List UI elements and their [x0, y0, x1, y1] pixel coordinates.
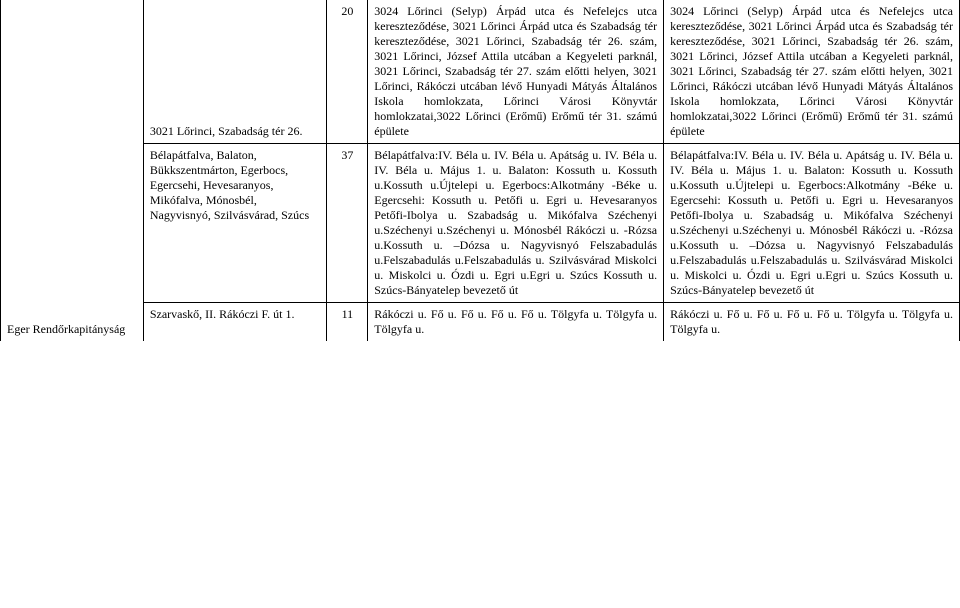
cell-text: Rákóczi u. Fő u. Fő u. Fő u. Fő u. Tölgy…: [374, 307, 657, 336]
cell-text: 20: [341, 4, 353, 18]
cell-desc-b: 3024 Lőrinci (Selyp) Árpád utca és Nefel…: [664, 0, 960, 144]
cell-text: 11: [342, 307, 354, 321]
cell-desc-a: Bélapátfalva:IV. Béla u. IV. Béla u. Apá…: [368, 144, 664, 303]
cell-number: 37: [327, 144, 368, 303]
cell-rowhead: Eger Rendőrkapitányság: [1, 0, 144, 341]
cell-text: Szarvaskő, II. Rákóczi F. út 1.: [150, 307, 295, 321]
cell-location: 3021 Lőrinci, Szabadság tér 26.: [143, 0, 327, 144]
table-row: Eger Rendőrkapitányság 3021 Lőrinci, Sza…: [1, 0, 960, 144]
cell-number: 11: [327, 303, 368, 342]
rowhead-text: Eger Rendőrkapitányság: [7, 322, 125, 336]
table-row: Szarvaskő, II. Rákóczi F. út 1. 11 Rákóc…: [1, 303, 960, 342]
cell-desc-b: Rákóczi u. Fő u. Fő u. Fő u. Fő u. Tölgy…: [664, 303, 960, 342]
cell-number: 20: [327, 0, 368, 144]
cell-desc-a: 3024 Lőrinci (Selyp) Árpád utca és Nefel…: [368, 0, 664, 144]
table-row: Bélapátfalva, Balaton, Bükkszentmárton, …: [1, 144, 960, 303]
cell-text: 3024 Lőrinci (Selyp) Árpád utca és Nefel…: [670, 4, 953, 138]
cell-location: Szarvaskő, II. Rákóczi F. út 1.: [143, 303, 327, 342]
data-table: Eger Rendőrkapitányság 3021 Lőrinci, Sza…: [0, 0, 960, 341]
cell-text: 37: [341, 148, 353, 162]
cell-text: Bélapátfalva:IV. Béla u. IV. Béla u. Apá…: [670, 148, 953, 297]
cell-desc-b: Bélapátfalva:IV. Béla u. IV. Béla u. Apá…: [664, 144, 960, 303]
cell-text: Rákóczi u. Fő u. Fő u. Fő u. Fő u. Tölgy…: [670, 307, 953, 336]
cell-text: Bélapátfalva, Balaton, Bükkszentmárton, …: [150, 148, 309, 222]
cell-text: 3024 Lőrinci (Selyp) Árpád utca és Nefel…: [374, 4, 657, 138]
cell-desc-a: Rákóczi u. Fő u. Fő u. Fő u. Fő u. Tölgy…: [368, 303, 664, 342]
cell-text: 3021 Lőrinci, Szabadság tér 26.: [150, 124, 303, 138]
cell-location: Bélapátfalva, Balaton, Bükkszentmárton, …: [143, 144, 327, 303]
cell-text: Bélapátfalva:IV. Béla u. IV. Béla u. Apá…: [374, 148, 657, 297]
